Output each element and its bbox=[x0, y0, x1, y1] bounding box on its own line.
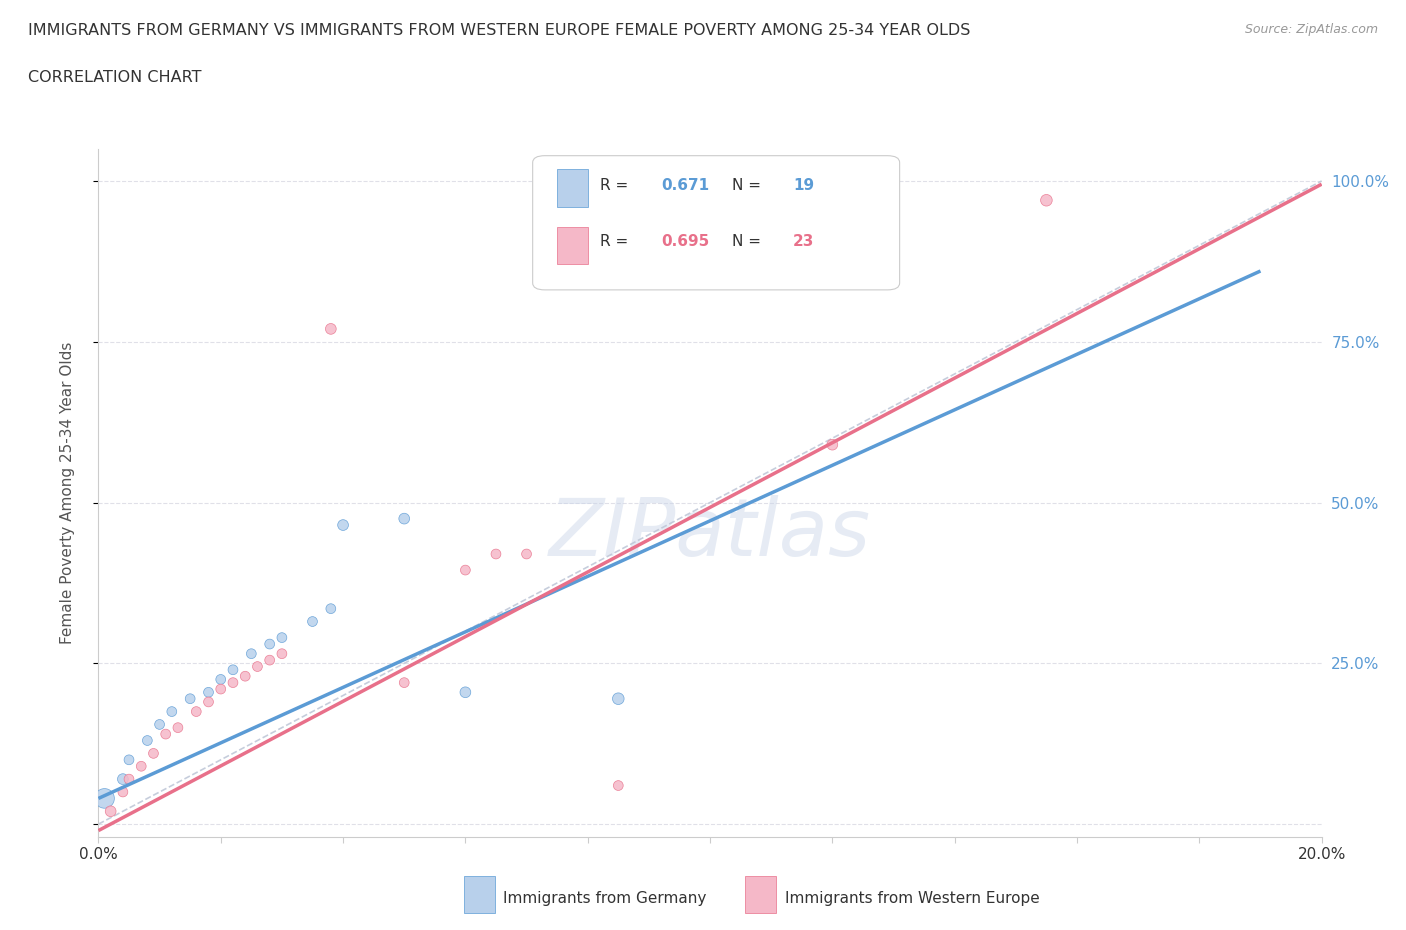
Point bbox=[93, 791, 115, 806]
Point bbox=[259, 653, 281, 668]
Point bbox=[607, 691, 630, 706]
Point bbox=[454, 563, 477, 578]
Y-axis label: Female Poverty Among 25-34 Year Olds: Female Poverty Among 25-34 Year Olds bbox=[60, 341, 75, 644]
Text: Source: ZipAtlas.com: Source: ZipAtlas.com bbox=[1244, 23, 1378, 36]
Point bbox=[516, 547, 538, 562]
Point bbox=[155, 726, 177, 741]
Point bbox=[454, 684, 477, 699]
Point bbox=[222, 662, 245, 677]
Text: N =: N = bbox=[733, 234, 766, 249]
Text: Immigrants from Western Europe: Immigrants from Western Europe bbox=[785, 891, 1039, 906]
Point bbox=[392, 675, 416, 690]
Point bbox=[186, 704, 208, 719]
Point bbox=[142, 746, 165, 761]
Text: IMMIGRANTS FROM GERMANY VS IMMIGRANTS FROM WESTERN EUROPE FEMALE POVERTY AMONG 2: IMMIGRANTS FROM GERMANY VS IMMIGRANTS FR… bbox=[28, 23, 970, 38]
Point bbox=[160, 704, 183, 719]
Point bbox=[259, 637, 281, 652]
Point bbox=[179, 691, 201, 706]
Text: R =: R = bbox=[600, 178, 633, 193]
Point bbox=[319, 322, 342, 337]
Point bbox=[319, 601, 342, 616]
Point bbox=[197, 695, 219, 710]
Point bbox=[129, 759, 152, 774]
FancyBboxPatch shape bbox=[557, 227, 588, 264]
Point bbox=[485, 547, 508, 562]
FancyBboxPatch shape bbox=[533, 155, 900, 290]
Point bbox=[332, 518, 354, 533]
Text: 23: 23 bbox=[793, 234, 814, 249]
Point bbox=[270, 646, 292, 661]
Point bbox=[149, 717, 172, 732]
Text: ZIPatlas: ZIPatlas bbox=[548, 495, 872, 573]
Point bbox=[240, 646, 263, 661]
Text: 0.695: 0.695 bbox=[661, 234, 710, 249]
Point bbox=[100, 804, 122, 818]
Point bbox=[118, 772, 141, 787]
Text: N =: N = bbox=[733, 178, 766, 193]
Point bbox=[222, 675, 245, 690]
Point bbox=[821, 437, 844, 452]
Point bbox=[607, 778, 630, 793]
Point bbox=[392, 512, 416, 526]
Point bbox=[1035, 193, 1057, 207]
Point bbox=[209, 682, 232, 697]
Point bbox=[209, 672, 232, 687]
Text: Immigrants from Germany: Immigrants from Germany bbox=[503, 891, 707, 906]
Text: 0.671: 0.671 bbox=[661, 178, 709, 193]
FancyBboxPatch shape bbox=[557, 169, 588, 207]
Point bbox=[233, 669, 256, 684]
Point bbox=[270, 631, 292, 645]
Point bbox=[118, 752, 141, 767]
Text: CORRELATION CHART: CORRELATION CHART bbox=[28, 70, 201, 85]
Point bbox=[197, 684, 219, 699]
Point bbox=[136, 733, 159, 748]
Point bbox=[111, 785, 134, 800]
Text: R =: R = bbox=[600, 234, 633, 249]
Point bbox=[246, 659, 269, 674]
Point bbox=[301, 614, 323, 629]
Point bbox=[167, 720, 190, 735]
Point bbox=[111, 772, 134, 787]
Text: 19: 19 bbox=[793, 178, 814, 193]
